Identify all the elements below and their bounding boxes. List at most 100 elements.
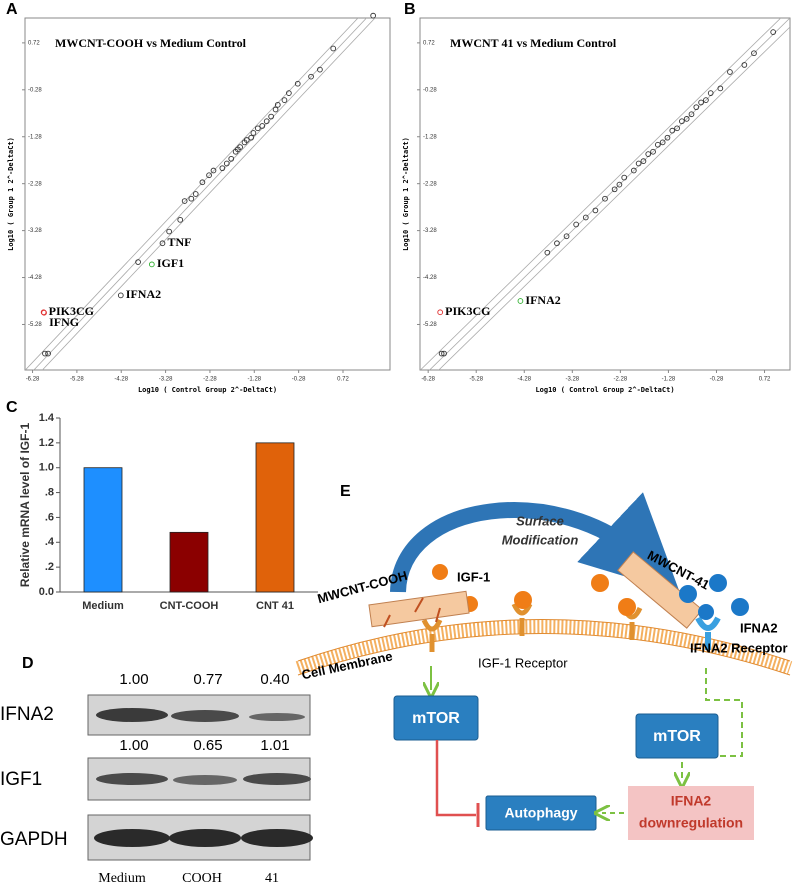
x-tick-label: -1.28 <box>247 377 261 383</box>
data-point <box>602 195 608 202</box>
y-axis-label: Log10 ( Group 1 2^-DeltaCt) <box>402 137 410 251</box>
data-point <box>317 66 323 73</box>
box-label: downregulation <box>639 815 743 831</box>
data-point <box>441 350 447 357</box>
diagonal-line <box>33 18 368 370</box>
blot-spot <box>169 829 241 847</box>
x-tick-label: Medium <box>82 600 124 612</box>
arc-label: Modification <box>502 532 579 547</box>
arc-label: Surface <box>516 513 564 528</box>
y-tick-label: -4.28 <box>28 275 42 281</box>
point-label: PIK3CG <box>445 304 490 318</box>
x-tick-label: -6.28 <box>26 377 40 383</box>
plot-frame <box>24 17 391 371</box>
point-label: IGF1 <box>157 256 184 270</box>
blot-row-label: IFNA2 <box>0 704 54 725</box>
data-point <box>166 228 172 235</box>
data-point <box>274 101 281 108</box>
x-tick-label: CNT-COOH <box>160 600 219 612</box>
data-point <box>370 12 376 19</box>
data-point <box>683 116 690 122</box>
data-point <box>228 155 235 162</box>
data-point <box>563 233 570 240</box>
y-tick-label: 1.4 <box>39 412 55 424</box>
data-point <box>181 198 188 204</box>
y-tick-label: -1.28 <box>423 134 437 140</box>
data-point <box>635 160 642 167</box>
blot-value: 1.00 <box>119 671 148 688</box>
data-point <box>117 292 124 299</box>
data-point <box>243 137 250 143</box>
data-point <box>640 158 647 164</box>
ifna2-dots <box>679 574 749 620</box>
x-tick-label: -1.28 <box>662 377 676 383</box>
data-point <box>272 106 279 113</box>
y-axis-label: Relative mRNA level of IGF-1 <box>18 423 32 588</box>
data-point <box>159 240 166 247</box>
x-tick-label: 0.72 <box>337 377 349 383</box>
y-tick-label: 0.0 <box>39 586 54 598</box>
data-point <box>621 174 628 181</box>
data-point <box>679 118 685 125</box>
ifna2-receptor <box>695 616 721 650</box>
x-tick-label: -2.28 <box>203 377 217 383</box>
data-point <box>188 195 195 202</box>
diagonal-line <box>429 18 790 370</box>
data-point <box>554 240 560 247</box>
bar <box>83 467 123 593</box>
cooh-groups <box>383 597 441 628</box>
x-tick-label: -4.28 <box>517 377 531 383</box>
x-axis-label: Log10 ( Control Group 2^-DeltaCt) <box>138 386 277 394</box>
diagram: Surface Modification MWCNT-COOH IGF-1 MW… <box>295 492 793 840</box>
data-point <box>199 179 206 186</box>
x-tick-label: -3.28 <box>565 377 579 383</box>
y-tick-label: -2.28 <box>423 181 437 187</box>
y-tick-label: -0.28 <box>28 87 42 93</box>
downregulation-box <box>628 786 754 840</box>
blot-value: 0.40 <box>260 671 289 688</box>
box-label: mTOR <box>653 728 701 745</box>
data-point <box>294 80 301 87</box>
data-point <box>592 207 599 214</box>
data-point <box>727 69 733 75</box>
data-point <box>630 167 637 174</box>
data-point <box>223 160 230 167</box>
data-point <box>659 139 666 146</box>
data-point <box>438 350 445 357</box>
panel-label: E <box>340 483 351 500</box>
blot-spot <box>241 829 313 847</box>
data-point <box>41 309 47 316</box>
data-point <box>219 165 226 172</box>
data-point <box>437 309 444 316</box>
cnt41-tube <box>617 551 703 629</box>
data-point <box>698 99 704 106</box>
data-point <box>237 144 243 150</box>
blot-lane: Medium <box>98 871 146 886</box>
panel-label: B <box>404 1 416 18</box>
blot-spot <box>249 713 305 721</box>
blot-spot <box>96 773 168 785</box>
data-point <box>669 127 676 134</box>
data-point <box>135 259 141 265</box>
chart-title: MWCNT 41 vs Medium Control <box>450 36 617 50</box>
point-label: IFNA2 <box>126 287 161 301</box>
blot-panel: IFNA2 IGF1 GAPDH 1.00 0.77 0.40 1.00 0.6… <box>0 671 313 886</box>
x-tick-label: -3.28 <box>159 377 173 383</box>
y-tick-label: .6 <box>45 511 54 523</box>
y-tick-label: -3.28 <box>28 228 42 234</box>
x-tick-label: -0.28 <box>292 377 306 383</box>
diagonal-line <box>41 18 376 370</box>
membrane <box>295 619 793 675</box>
data-point <box>268 113 274 120</box>
data-point <box>611 186 618 193</box>
mtor-box <box>635 713 719 759</box>
data-point <box>517 298 524 304</box>
membrane-edge <box>297 619 791 662</box>
point-label: IFNA2 <box>525 293 560 307</box>
data-point <box>206 172 212 179</box>
data-point <box>177 216 184 223</box>
data-point <box>330 45 337 52</box>
box-label: IFNA2 <box>671 793 712 809</box>
diagonal-line <box>438 26 790 370</box>
